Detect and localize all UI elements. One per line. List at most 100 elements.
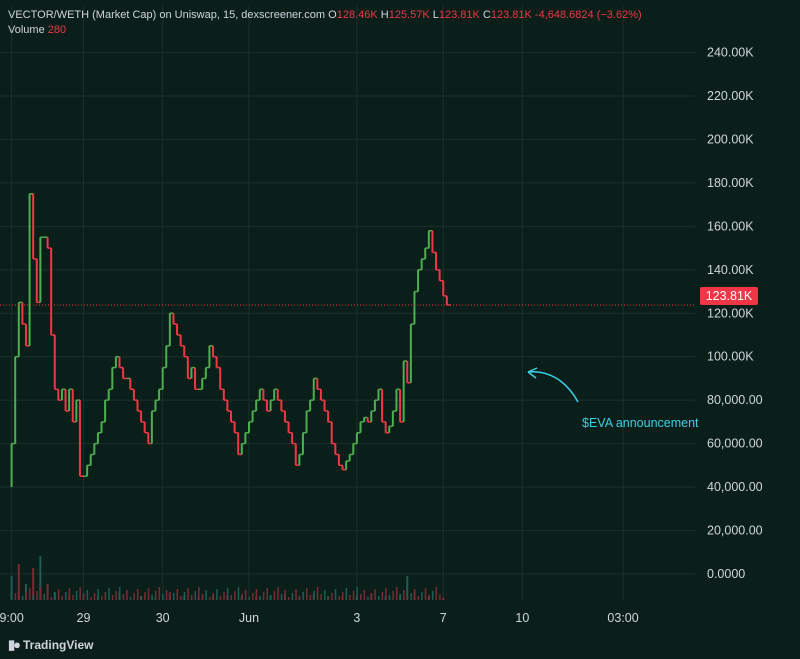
- x-tick-label: 7: [440, 611, 447, 625]
- y-tick-label: 100.00K: [707, 350, 754, 364]
- volume-bar: [273, 591, 276, 600]
- volume-bar: [367, 597, 369, 600]
- volume-bars: [10, 556, 445, 600]
- volume-bar: [133, 593, 135, 600]
- annotation-group: $EVA announcement: [527, 367, 699, 430]
- legend-change: -4,648.6824 (−3.62%): [534, 9, 642, 21]
- volume-bar: [10, 576, 13, 600]
- volume-bar: [359, 594, 362, 600]
- volume-bar: [17, 564, 20, 600]
- y-tick-label: 160.00K: [707, 219, 754, 233]
- legend-volume-value: 280: [47, 24, 67, 36]
- volume-bar: [259, 596, 261, 600]
- volume-bar: [172, 593, 175, 600]
- volume-bar: [399, 594, 402, 600]
- volume-bar: [126, 590, 128, 600]
- volume-bar: [352, 591, 355, 600]
- volume-bar: [54, 593, 56, 600]
- last-price-badge: 123.81K: [700, 287, 758, 305]
- volume-bar: [349, 595, 351, 600]
- volume-bar: [86, 590, 89, 600]
- volume-bar: [248, 597, 250, 600]
- volume-bar: [313, 591, 315, 600]
- x-tick-label: Jun: [239, 611, 259, 625]
- volume-bar: [68, 588, 71, 600]
- volume-bar: [277, 587, 279, 600]
- volume-bar: [435, 587, 438, 600]
- volume-bar: [162, 594, 164, 600]
- volume-bar: [194, 591, 197, 600]
- legend-c-value: 123.81K: [490, 9, 532, 21]
- volume-bar: [21, 596, 24, 600]
- volume-bar: [136, 589, 139, 600]
- volume-bar: [111, 595, 114, 600]
- y-tick-label: 140.00K: [707, 263, 754, 277]
- volume-bar: [417, 596, 420, 600]
- y-tick-label: 120.00K: [707, 306, 754, 320]
- volume-bar: [183, 592, 186, 600]
- volume-bar: [158, 587, 161, 600]
- volume-bar: [421, 592, 423, 600]
- price-candles: [10, 193, 451, 488]
- volume-bar: [266, 588, 268, 600]
- volume-bar: [32, 595, 35, 600]
- volume-bar: [168, 592, 171, 600]
- volume-bar: [302, 592, 304, 600]
- volume-bar: [316, 587, 319, 600]
- volume-bar: [374, 589, 376, 600]
- volume-bar: [47, 590, 49, 600]
- volume-bar: [237, 587, 240, 600]
- legend-l-value: 123.81K: [438, 9, 480, 21]
- volume-bar: [403, 590, 405, 600]
- volume-bar: [39, 556, 42, 600]
- annotation-arrow-icon: [527, 371, 579, 403]
- chart-grid: [0, 5, 695, 600]
- volume-bar: [324, 590, 326, 600]
- volume-bar: [342, 592, 344, 600]
- volume-bar: [169, 597, 171, 600]
- volume-bar: [14, 593, 17, 600]
- volume-bar: [338, 596, 340, 600]
- legend-o-value: 128.46K: [336, 9, 378, 21]
- volume-bar: [241, 594, 243, 600]
- volume-bar: [413, 589, 416, 600]
- volume-bar: [388, 595, 391, 600]
- volume-bar: [291, 593, 294, 600]
- volume-bar: [439, 594, 441, 600]
- volume-bar: [93, 593, 96, 600]
- volume-bar: [72, 595, 74, 600]
- volume-bar: [75, 591, 78, 600]
- volume-bar: [97, 589, 99, 600]
- volume-bar: [230, 595, 233, 600]
- volume-bar: [424, 588, 427, 600]
- volume-bar: [226, 588, 229, 600]
- tradingview-brand[interactable]: ▮● TradingView: [8, 637, 93, 653]
- volume-bar: [198, 587, 200, 600]
- volume-bar: [428, 595, 430, 600]
- volume-bar: [39, 587, 42, 600]
- volume-bar: [370, 593, 373, 600]
- volume-bar: [363, 590, 366, 600]
- volume-bar: [320, 594, 322, 600]
- y-tick-label: 220.00K: [707, 89, 754, 103]
- x-tick-label: 3: [353, 611, 360, 625]
- volume-bar: [262, 592, 265, 600]
- annotation-label: $EVA announcement: [582, 416, 699, 430]
- legend-h-label: H: [380, 9, 389, 21]
- y-tick-label: 200.00K: [707, 132, 754, 146]
- chart-legend: VECTOR/WETH (Market Cap) on Uniswap, 15,…: [8, 8, 642, 38]
- annotation-arrowhead-icon: [527, 367, 538, 379]
- volume-bar: [18, 589, 20, 600]
- volume-bar: [442, 597, 445, 600]
- volume-bar: [90, 597, 92, 600]
- legend-volume-label: Volume: [8, 24, 45, 36]
- volume-bar: [61, 596, 63, 600]
- volume-bar: [392, 591, 394, 600]
- x-tick-label: 03:00: [607, 611, 638, 625]
- volume-bar: [36, 591, 38, 600]
- x-tick-label: 10: [515, 611, 529, 625]
- volume-bar: [115, 591, 117, 600]
- volume-bar: [327, 597, 330, 600]
- volume-bar: [395, 587, 398, 600]
